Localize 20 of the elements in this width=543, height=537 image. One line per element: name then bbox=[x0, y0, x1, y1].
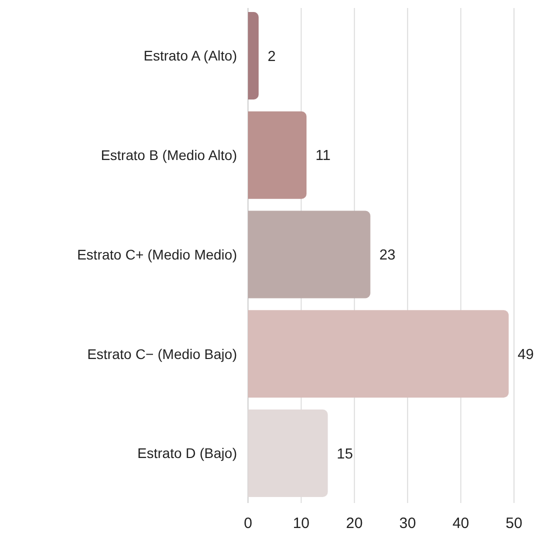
data-label: 49 bbox=[518, 346, 534, 363]
x-tick-label: 10 bbox=[292, 515, 310, 532]
data-label: 23 bbox=[379, 248, 396, 264]
data-label: 15 bbox=[336, 446, 353, 462]
data-label: 11 bbox=[316, 148, 331, 164]
y-tick-label: Estrato A (Alto) bbox=[144, 48, 237, 64]
y-tick-label: Estrato C− (Medio Bajo) bbox=[87, 346, 237, 362]
y-tick-label: Estrato C+ (Medio Medio) bbox=[77, 246, 237, 262]
bar bbox=[248, 12, 259, 100]
y-tick-label: Estrato D (Bajo) bbox=[137, 445, 237, 462]
bar bbox=[248, 210, 370, 298]
bar bbox=[248, 111, 307, 199]
x-tick-label: 50 bbox=[506, 515, 522, 532]
x-tick-label: 40 bbox=[452, 515, 470, 532]
x-tick-label: 30 bbox=[399, 515, 416, 532]
bar bbox=[248, 310, 509, 398]
x-tick-label: 0 bbox=[244, 515, 252, 532]
y-tick-label: Estrato B (Medio Alto) bbox=[100, 147, 237, 164]
data-label: 2 bbox=[268, 48, 276, 65]
x-tick-label: 20 bbox=[346, 515, 363, 532]
